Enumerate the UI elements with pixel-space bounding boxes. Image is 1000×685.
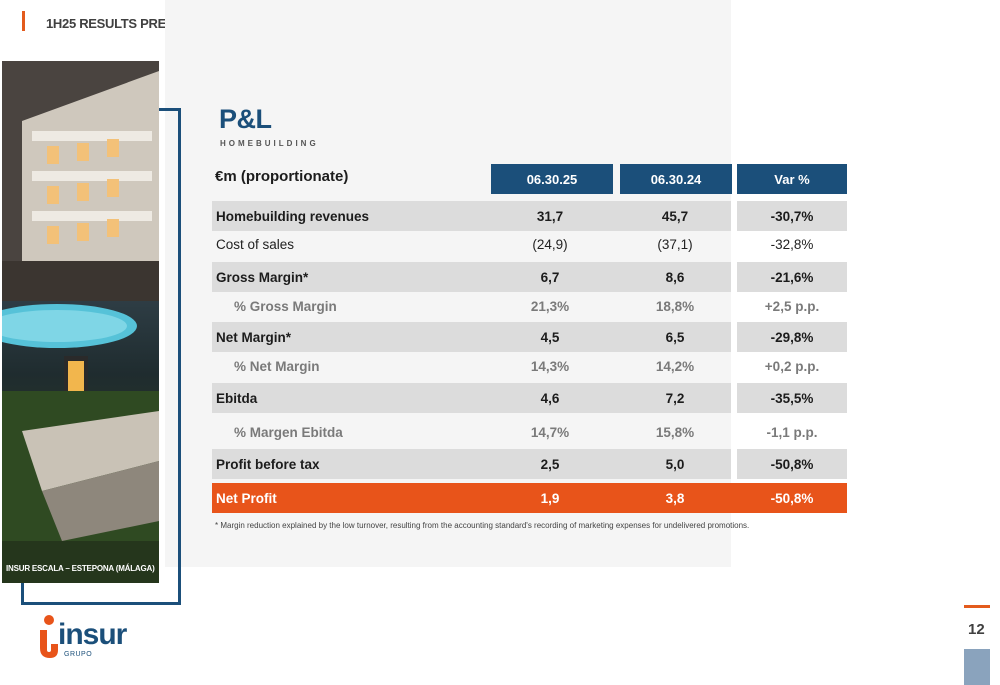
decorative-frame-bottom	[21, 583, 24, 605]
value-2024: 7,2	[665, 390, 685, 406]
page-number-accent	[964, 605, 990, 608]
table-row: Ebitda 4,6 7,2 -35,5%	[212, 383, 847, 413]
value-2025: 21,3%	[530, 298, 570, 314]
decorative-frame-top	[159, 108, 181, 111]
row-label: Ebitda	[216, 390, 258, 406]
value-2025: 14,7%	[530, 424, 570, 440]
insur-logo-icon	[40, 615, 58, 658]
value-2025: 4,5	[540, 329, 560, 345]
value-variation: -30,7%	[770, 208, 814, 224]
value-2025: 14,3%	[530, 358, 570, 374]
value-2024: 8,6	[665, 269, 685, 285]
row-label: Homebuilding revenues	[216, 208, 370, 224]
table-row: Profit before tax 2,5 5,0 -50,8%	[212, 449, 847, 479]
photo-caption: INSUR ESCALA – ESTEPONA (MÁLAGA)	[6, 564, 155, 573]
row-label: Net Margin*	[216, 329, 292, 345]
row-label: Gross Margin*	[216, 269, 309, 285]
value-variation: +2,5 p.p.	[764, 298, 820, 314]
table-row: Homebuilding revenues 31,7 45,7 -30,7%	[212, 201, 847, 231]
column-header-2024: 06.30.24	[620, 164, 732, 194]
value-2024: 6,5	[665, 329, 685, 345]
table-row: % Gross Margin 21,3% 18,8% +2,5 p.p.	[212, 291, 847, 321]
value-variation: +0,2 p.p.	[764, 358, 820, 374]
value-variation: -50,8%	[770, 490, 814, 506]
row-label: % Margen Ebitda	[234, 424, 343, 440]
value-variation: -29,8%	[770, 329, 814, 345]
page-number: 12	[968, 621, 985, 638]
column-gap	[731, 322, 737, 352]
value-2025: 1,9	[540, 490, 560, 506]
value-variation: -32,8%	[770, 236, 814, 252]
value-variation: -21,6%	[770, 269, 814, 285]
footnote: * Margin reduction explained by the low …	[215, 521, 750, 530]
value-variation: -35,5%	[770, 390, 814, 406]
slide-title: P&L	[219, 104, 272, 134]
page-corner-block	[964, 649, 990, 685]
column-gap	[731, 449, 737, 479]
row-label: Profit before tax	[216, 456, 320, 472]
row-label: Cost of sales	[216, 236, 295, 252]
column-gap	[731, 262, 737, 292]
value-2024: (37,1)	[657, 236, 693, 252]
column-gap	[731, 201, 737, 231]
value-2024: 5,0	[665, 456, 685, 472]
column-header-variation: Var %	[737, 164, 847, 194]
company-logo-subtitle: GRUPO	[64, 651, 93, 658]
row-label: Net Profit	[216, 490, 277, 506]
slide-subtitle: HOMEBUILDING	[220, 139, 319, 148]
value-variation: -1,1 p.p.	[766, 424, 818, 440]
building-photo	[2, 61, 159, 583]
table-unit-label: €m (proportionate)	[215, 168, 349, 185]
column-header-2025: 06.30.25	[491, 164, 613, 194]
table-row: Gross Margin* 6,7 8,6 -21,6%	[212, 262, 847, 292]
table-row: % Margen Ebitda 14,7% 15,8% -1,1 p.p.	[212, 417, 847, 447]
value-2024: 15,8%	[655, 424, 695, 440]
value-2024: 14,2%	[655, 358, 695, 374]
value-variation: -50,8%	[770, 456, 814, 472]
table-row-net-profit: Net Profit 1,9 3,8 -50,8%	[212, 483, 847, 513]
company-logo-text: insur	[58, 618, 127, 651]
table-row: Cost of sales (24,9) (37,1) -32,8%	[212, 229, 847, 259]
building-photo-illustration	[2, 61, 159, 583]
value-2025: 6,7	[540, 269, 560, 285]
table-row: Net Margin* 4,5 6,5 -29,8%	[212, 322, 847, 352]
value-2024: 18,8%	[655, 298, 695, 314]
column-gap	[731, 383, 737, 413]
value-2025: 4,6	[540, 390, 560, 406]
value-2025: 31,7	[536, 208, 564, 224]
row-label: % Gross Margin	[234, 298, 337, 314]
value-2024: 45,7	[661, 208, 689, 224]
value-2024: 3,8	[665, 490, 685, 506]
header-accent-bar	[22, 11, 25, 31]
decorative-frame	[21, 108, 181, 605]
value-2025: (24,9)	[532, 236, 568, 252]
table-row: % Net Margin 14,3% 14,2% +0,2 p.p.	[212, 351, 847, 381]
row-label: % Net Margin	[234, 358, 320, 374]
value-2025: 2,5	[540, 456, 560, 472]
